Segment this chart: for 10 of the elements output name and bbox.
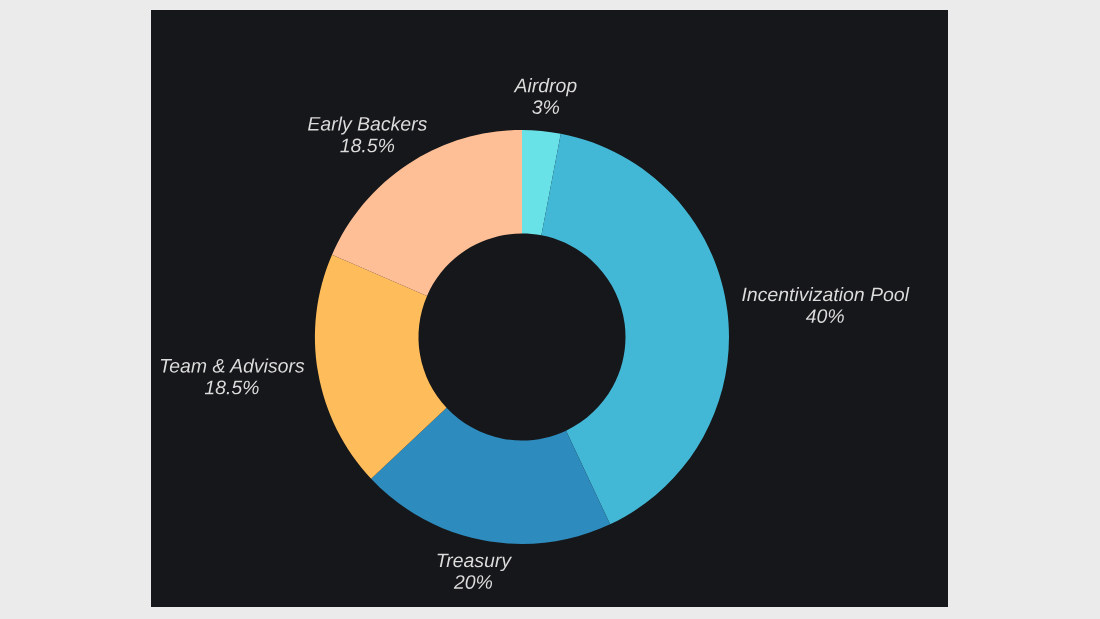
data-label: 20% <box>453 575 493 589</box>
slice-label: Airdrop <box>513 78 577 97</box>
data-label: 18.5% <box>340 138 395 153</box>
slice-label: Treasury <box>437 553 513 572</box>
data-label: 40% <box>805 309 844 323</box>
data-label: 3% <box>532 100 560 114</box>
data-label: 18.5% <box>204 380 259 395</box>
slice-label: Early Backers <box>307 116 427 135</box>
slice-label: Incentivization Pool <box>742 287 910 302</box>
slice-label: Team & Advisors <box>160 358 305 373</box>
